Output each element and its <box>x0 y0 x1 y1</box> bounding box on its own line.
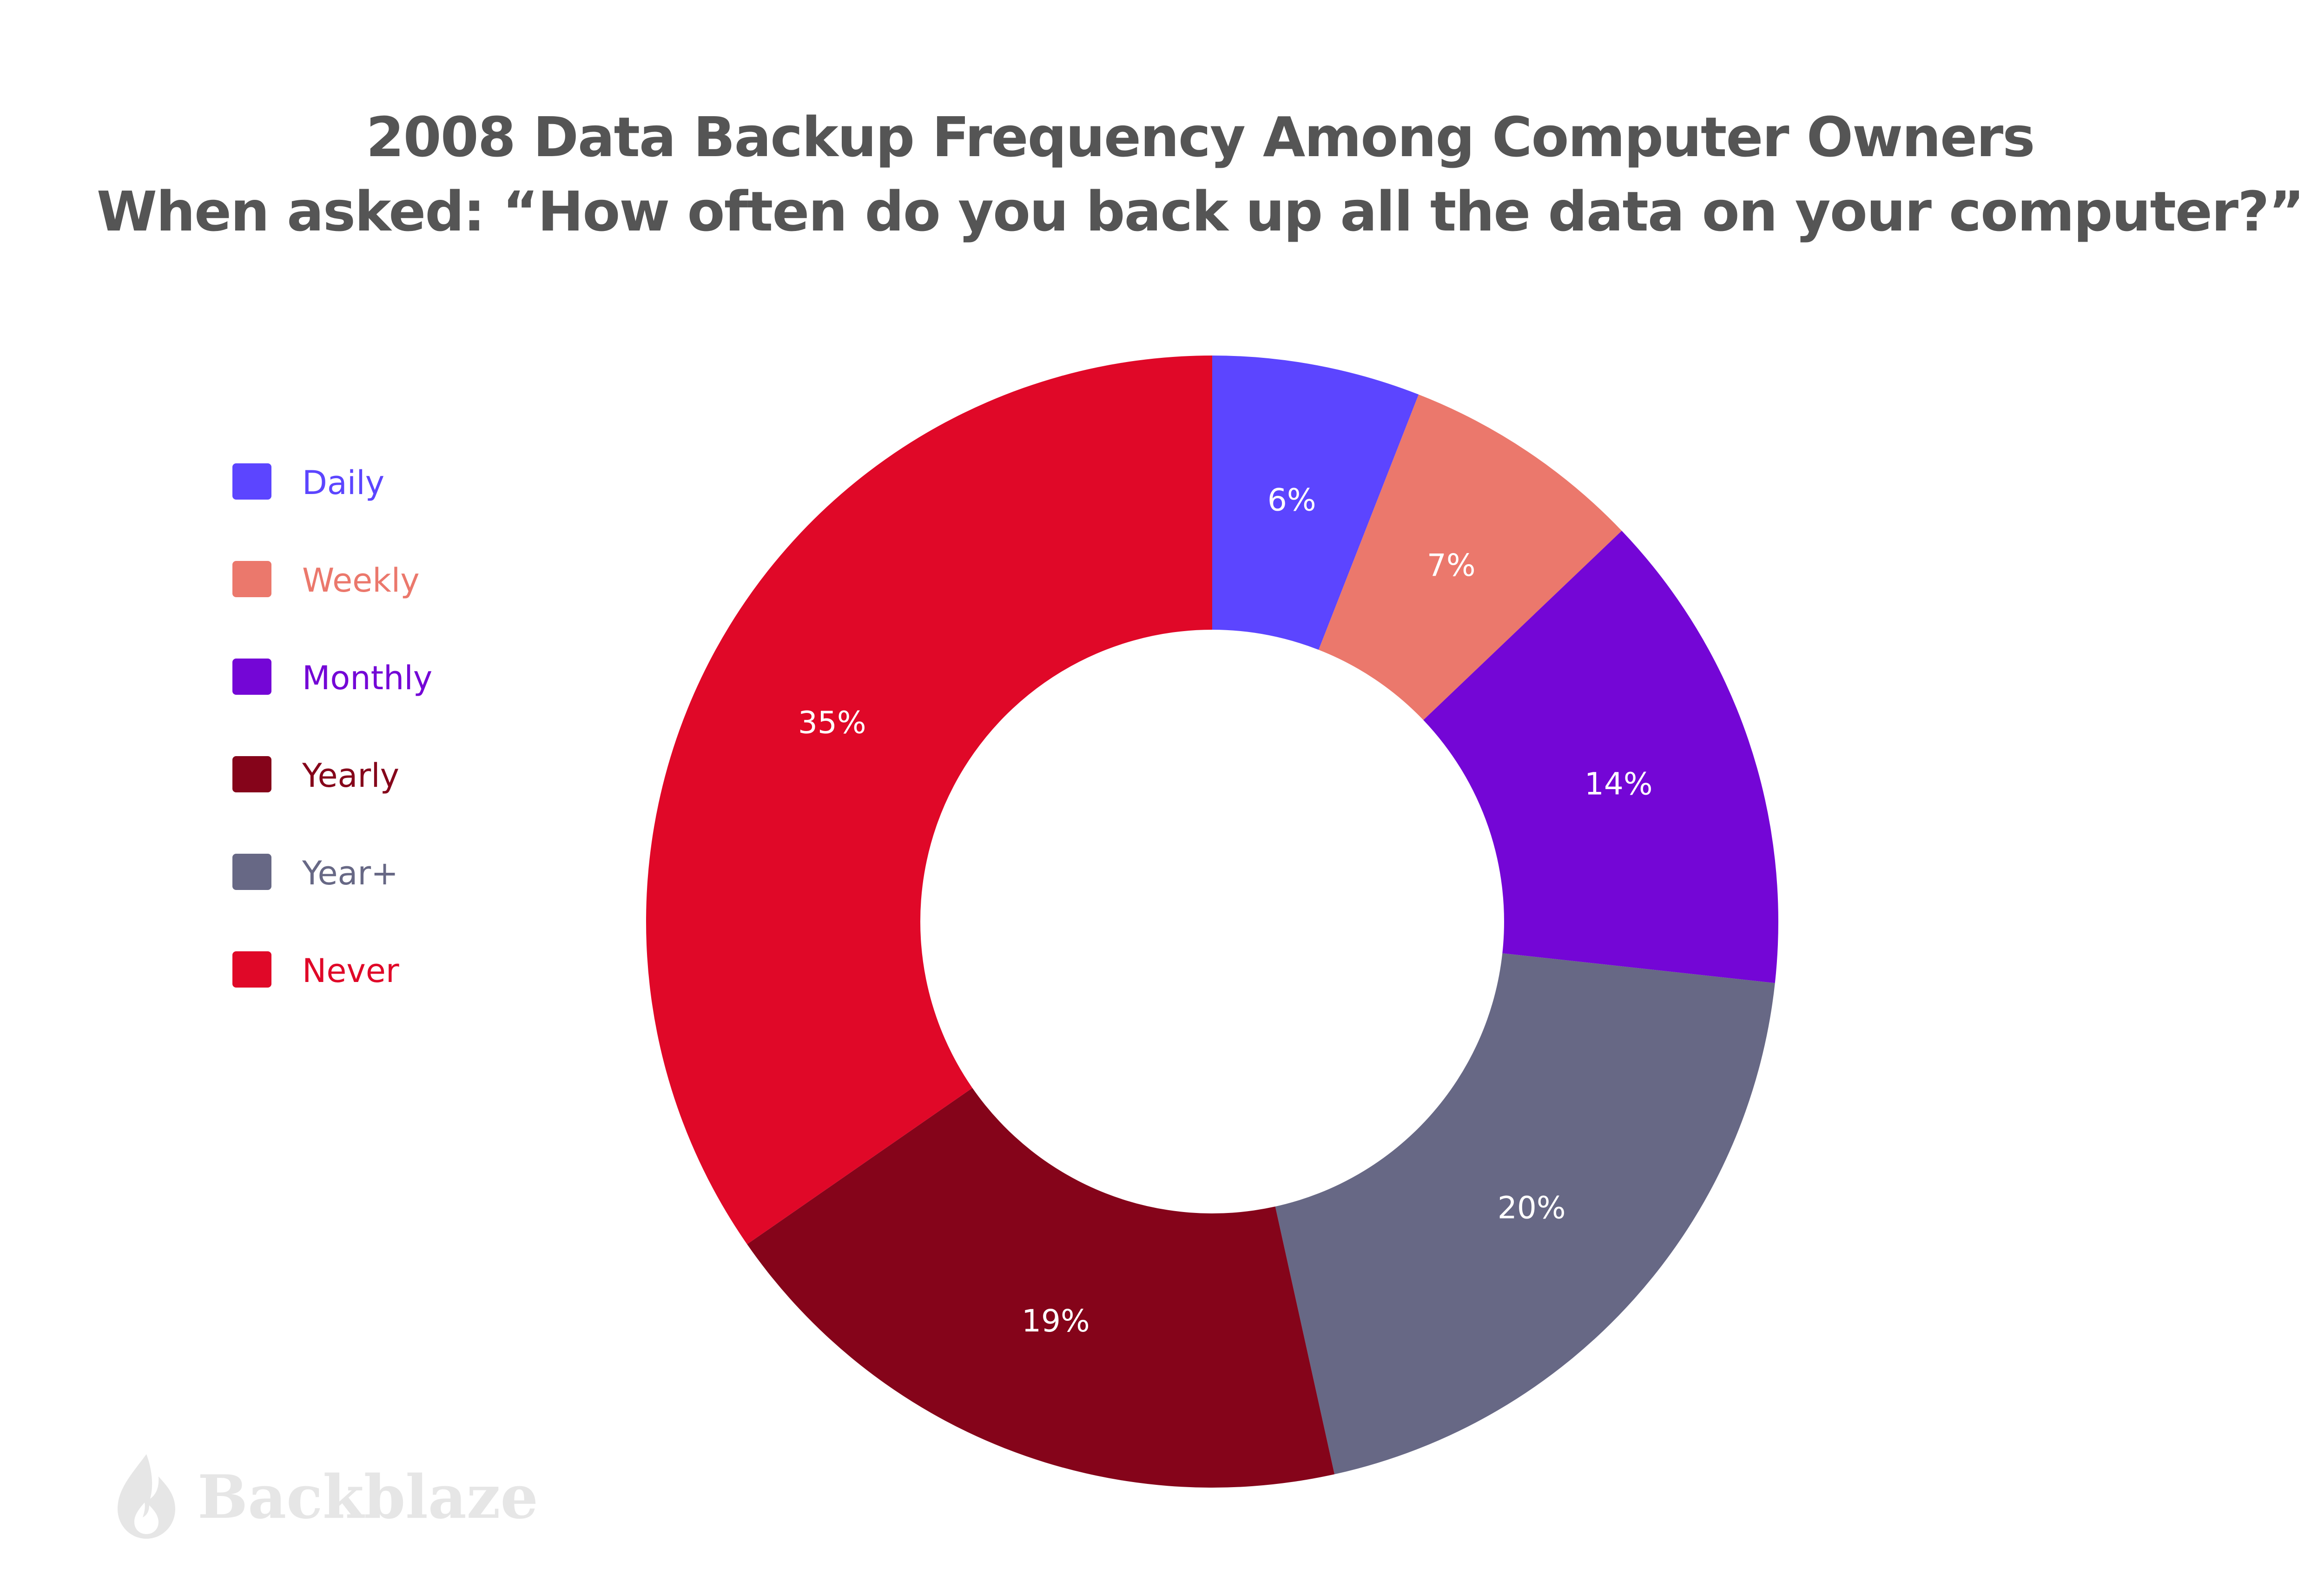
chart-subtitle: When asked: “How often do you back up al… <box>96 179 2304 244</box>
legend-swatch <box>232 659 271 695</box>
legend-label: Weekly <box>302 561 420 600</box>
data-label-never: 35% <box>798 705 866 741</box>
slice-yearly <box>747 1087 1335 1488</box>
watermark-text: Backblaze <box>198 1463 538 1532</box>
data-label-year-plus: 20% <box>1498 1190 1566 1226</box>
slice-monthly <box>1423 531 1779 983</box>
legend-swatch <box>232 854 271 890</box>
legend-label: Yearly <box>302 757 400 795</box>
legend-item-yearly: Yearly <box>232 755 511 794</box>
legend-swatch <box>232 463 271 500</box>
legend-label: Year+ <box>302 854 398 892</box>
slice-daily <box>1212 356 1419 650</box>
slice-never <box>646 356 1212 1245</box>
legend-swatch <box>232 756 271 792</box>
flame-icon <box>118 1454 175 1539</box>
legend-swatch <box>232 951 271 988</box>
legend-item-year-plus: Year+ <box>232 853 511 892</box>
legend-item-never: Never <box>232 950 511 989</box>
legend-label: Monthly <box>302 659 433 697</box>
legend-label: Never <box>302 952 399 990</box>
data-label-monthly: 14% <box>1585 766 1653 802</box>
legend-item-daily: Daily <box>232 462 511 501</box>
data-label-weekly: 7% <box>1427 547 1476 583</box>
legend-label: Daily <box>302 464 385 502</box>
data-label-yearly: 19% <box>1022 1303 1090 1339</box>
legend-swatch <box>232 561 271 597</box>
slice-year-plus <box>1275 953 1775 1475</box>
data-label-daily: 6% <box>1268 482 1316 518</box>
backblaze-watermark: Backblaze <box>114 1452 538 1541</box>
chart-title: 2008 Data Backup Frequency Among Compute… <box>0 100 2324 249</box>
legend-item-weekly: Weekly <box>232 560 511 599</box>
legend-item-monthly: Monthly <box>232 658 511 697</box>
chart-title-line-1: 2008 Data Backup Frequency Among Compute… <box>366 105 2035 169</box>
slice-weekly <box>1319 394 1622 720</box>
